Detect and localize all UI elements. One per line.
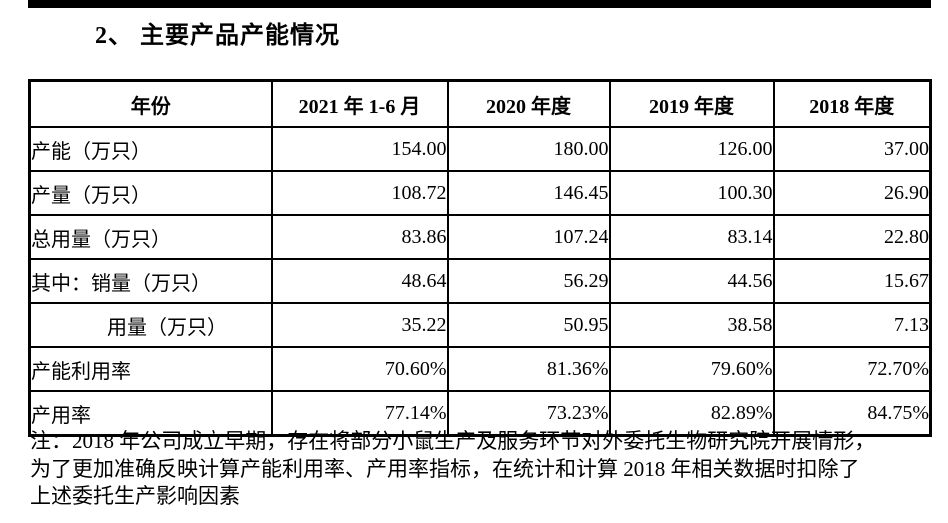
cell-value: 35.22 [270,302,449,348]
cell-value: 82.89% [608,390,775,437]
cell-value: 56.29 [446,258,611,304]
table-row-usage: 用量（万只） 35.22 50.95 38.58 7.13 [28,302,932,348]
cell-value: 50.95 [446,302,611,348]
top-divider-rule [28,0,931,8]
row-label: 产用率 [28,390,273,437]
cell-value: 22.80 [772,214,932,260]
cell-value: 72.70% [772,346,932,392]
table-row-production-usage-rate: 产用率 77.14% 73.23% 82.89% 84.75% [28,390,932,437]
cell-value: 108.72 [270,170,449,216]
capacity-table: 年份 2021 年 1-6 月 2020 年度 2019 年度 2018 年度 … [28,79,932,437]
table-row-output: 产量（万只） 108.72 146.45 100.30 26.90 [28,170,932,216]
cell-value: 83.86 [270,214,449,260]
cell-value: 180.00 [446,126,611,172]
header-cell-2019: 2019 年度 [608,79,775,128]
cell-value: 107.24 [446,214,611,260]
cell-value: 26.90 [772,170,932,216]
row-label: 产能（万只） [28,126,273,172]
row-label: 产能利用率 [28,346,273,392]
footnote-line-1: 注：2018 年公司成立早期，存在将部分小鼠生产及服务环节对外委托生物研究院开展… [30,429,876,453]
footnote-line-2: 为了更加准确反映计算产能利用率、产用率指标，在统计和计算 2018 年相关数据时… [30,456,860,481]
footnote-line-3: 上述委托生产影响因素 [30,484,240,508]
header-cell-2021: 2021 年 1-6 月 [270,79,449,128]
table-row-total-usage: 总用量（万只） 83.86 107.24 83.14 22.80 [28,214,932,260]
table-row-utilization-rate: 产能利用率 70.60% 81.36% 79.60% 72.70% [28,346,932,392]
cell-value: 38.58 [608,302,775,348]
cell-value: 77.14% [270,390,449,437]
table-row-sales: 其中：销量（万只） 48.64 56.29 44.56 15.67 [28,258,932,304]
cell-value: 84.75% [772,390,932,437]
header-cell-2020: 2020 年度 [446,79,611,128]
cell-value: 83.14 [608,214,775,260]
cell-value: 81.36% [446,346,611,392]
cell-value: 37.00 [772,126,932,172]
row-label: 产量（万只） [28,170,273,216]
cell-value: 15.67 [772,258,932,304]
table-header-row: 年份 2021 年 1-6 月 2020 年度 2019 年度 2018 年度 [28,79,932,128]
row-label: 其中：销量（万只） [28,258,273,304]
cell-value: 44.56 [608,258,775,304]
row-label: 总用量（万只） [28,214,273,260]
cell-value: 126.00 [608,126,775,172]
cell-value: 146.45 [446,170,611,216]
row-label: 用量（万只） [28,302,273,348]
header-cell-2018: 2018 年度 [772,79,932,128]
cell-value: 154.00 [270,126,449,172]
table-footnote: 注：2018 年公司成立早期，存在将部分小鼠生产及服务环节对外委托生物研究院开展… [30,428,946,511]
table-row-capacity: 产能（万只） 154.00 180.00 126.00 37.00 [28,126,932,172]
header-cell-year: 年份 [28,79,273,128]
section-title: 2、 主要产品产能情况 [95,23,340,49]
cell-value: 70.60% [270,346,449,392]
cell-value: 7.13 [772,302,932,348]
cell-value: 79.60% [608,346,775,392]
cell-value: 73.23% [446,390,611,437]
cell-value: 48.64 [270,258,449,304]
cell-value: 100.30 [608,170,775,216]
